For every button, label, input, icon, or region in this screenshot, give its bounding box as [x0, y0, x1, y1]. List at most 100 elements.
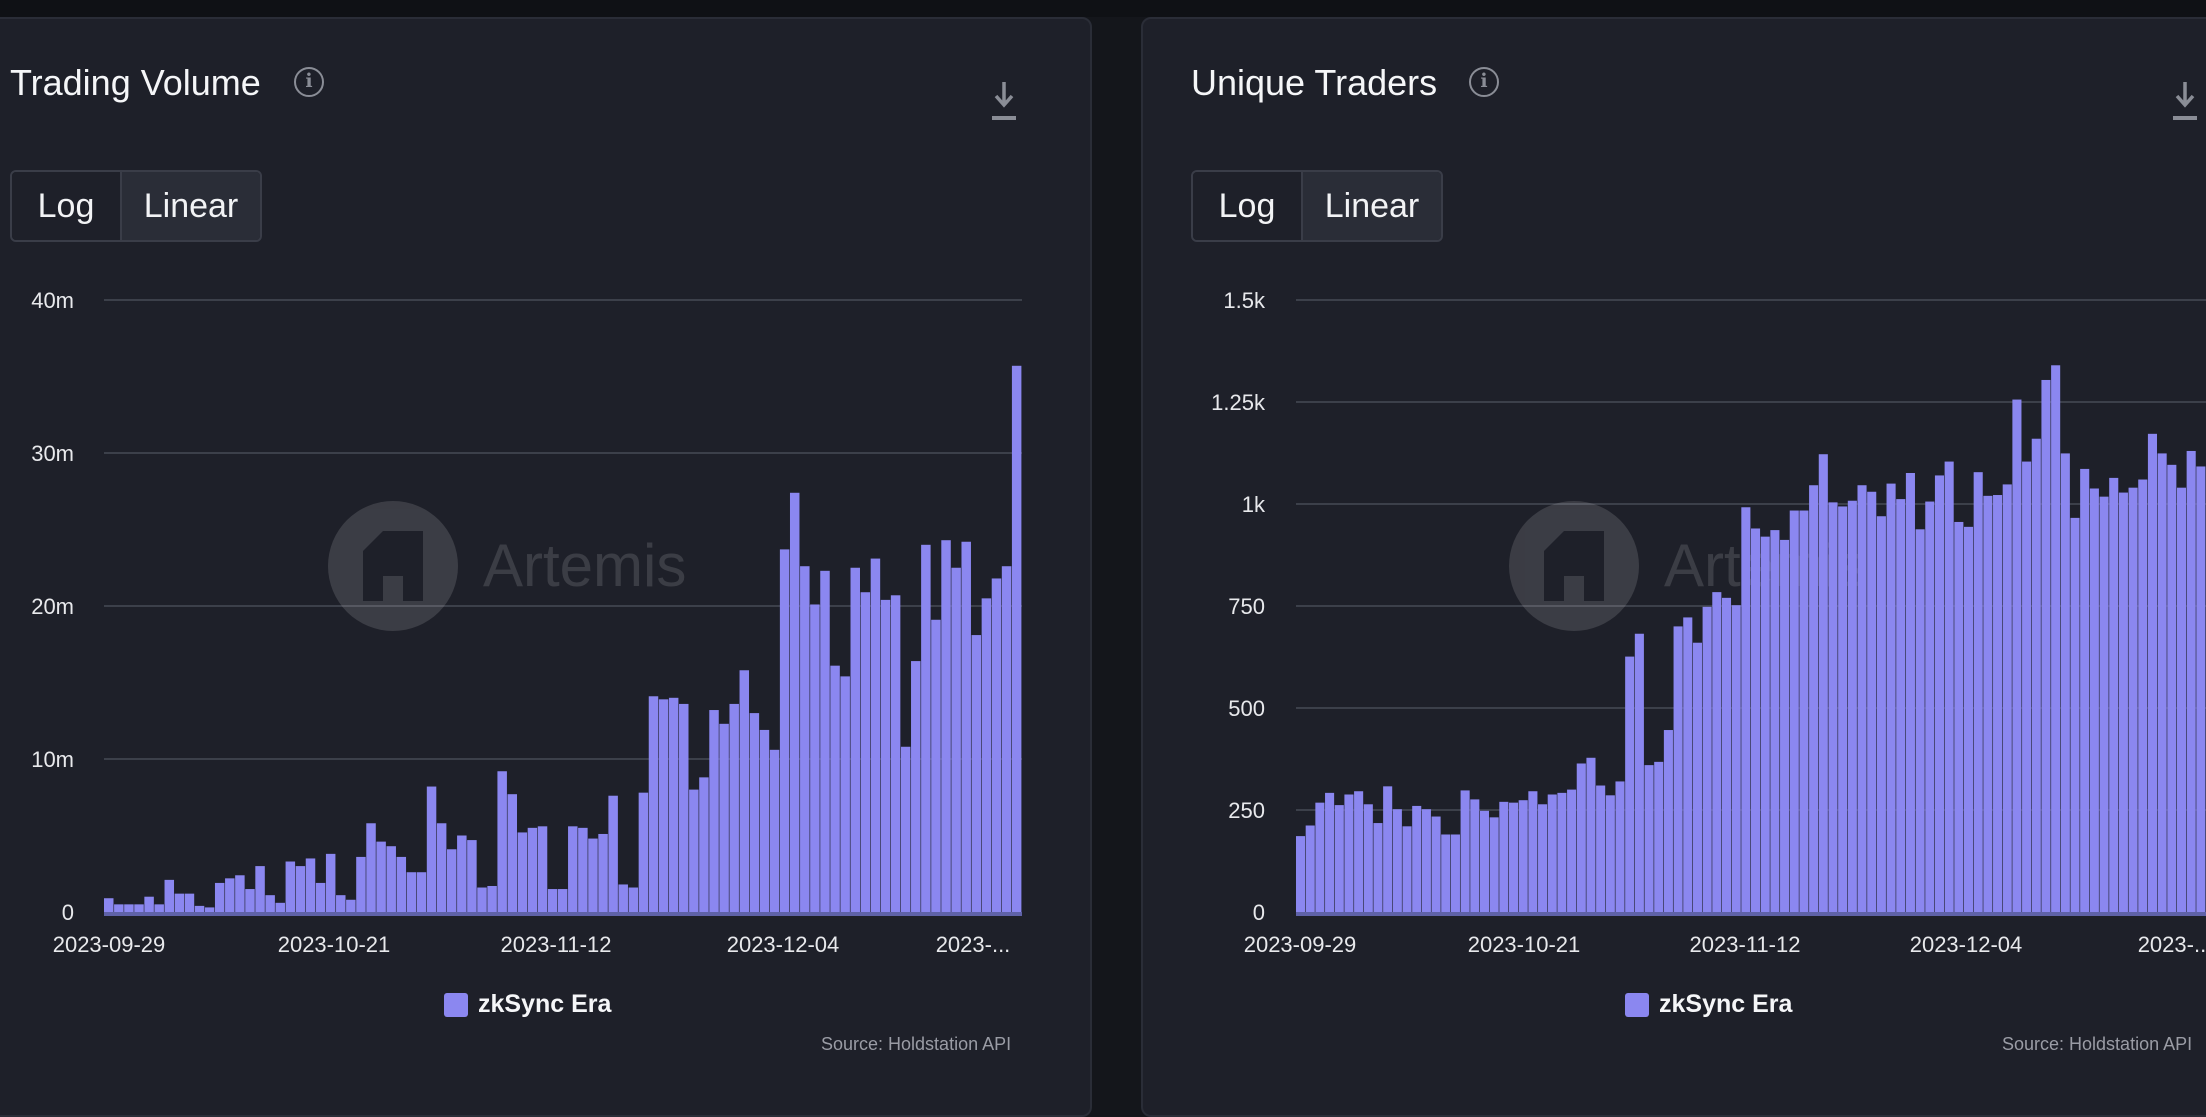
- y-tick-label: 0: [1253, 900, 1265, 925]
- log-scale-button[interactable]: Log: [1193, 172, 1301, 240]
- bar: [1963, 526, 1974, 912]
- source-note: Source: Holdstation API: [2002, 1034, 2193, 1054]
- bar: [860, 592, 871, 912]
- bar: [2099, 496, 2109, 912]
- bar: [880, 599, 891, 912]
- y-tick-label: 20m: [31, 594, 74, 619]
- bar: [2196, 466, 2206, 912]
- bar: [1567, 789, 1577, 912]
- bar: [1412, 805, 1422, 912]
- x-tick-label: 2023-...: [936, 932, 1011, 957]
- x-tick-label: 2023-10-21: [1468, 932, 1581, 957]
- bar: [1605, 795, 1615, 912]
- legend[interactable]: zkSync Era: [444, 990, 611, 1019]
- bar: [1615, 781, 1625, 912]
- bar: [2157, 453, 2167, 912]
- bar: [618, 884, 628, 912]
- bar: [104, 898, 114, 912]
- bar: [981, 598, 992, 912]
- bar: [426, 786, 437, 912]
- bar: [2022, 461, 2032, 912]
- bar: [598, 833, 608, 912]
- bar: [477, 887, 487, 912]
- bar: [1731, 605, 1741, 912]
- scale-toggle: Log Linear: [10, 170, 262, 242]
- bar: [265, 895, 275, 912]
- bar: [1489, 817, 1499, 912]
- bar: [1383, 786, 1393, 912]
- source-note: Source: Holdstation API: [821, 1034, 1012, 1054]
- bar: [2031, 438, 2041, 912]
- bar: [1431, 816, 1441, 912]
- bar: [911, 661, 921, 912]
- bar: [578, 827, 588, 912]
- watermark-text: Artemis: [483, 532, 686, 599]
- legend-swatch: [444, 992, 468, 1017]
- bar: [1354, 791, 1364, 912]
- bar: [1421, 809, 1431, 912]
- bar: [1721, 597, 1732, 912]
- bar: [568, 826, 578, 912]
- bar: [699, 777, 709, 912]
- y-tick-label: 1.5k: [1223, 288, 1266, 313]
- bar: [961, 541, 971, 912]
- bar: [406, 872, 417, 912]
- bar: [396, 856, 407, 912]
- bar: [2070, 517, 2080, 912]
- x-axis-baseline: [1296, 912, 2206, 916]
- bar: [386, 846, 396, 912]
- bar: [204, 907, 215, 912]
- y-tick-label: 1.25k: [1211, 390, 1266, 415]
- bar: [2012, 399, 2022, 912]
- x-tick-label: 2023-11-12: [1690, 932, 1801, 957]
- bar: [184, 893, 195, 912]
- unique-traders-chart: 02505007501k1.25k1.5kArtemis2023-09-2920…: [1211, 288, 2206, 957]
- bar: [295, 866, 306, 912]
- bar: [275, 902, 285, 912]
- legend[interactable]: zkSync Era: [1625, 990, 1792, 1019]
- bar: [214, 882, 225, 912]
- legend-label: zkSync Era: [478, 990, 612, 1018]
- bar: [1373, 823, 1383, 912]
- legend-swatch: [1625, 992, 1649, 1017]
- bar: [124, 904, 134, 912]
- bar: [1857, 485, 1867, 912]
- info-icon[interactable]: i: [294, 67, 324, 97]
- watermark-logo-mark: [363, 531, 423, 601]
- bar: [2080, 468, 2090, 912]
- bar: [1402, 826, 1412, 912]
- bar: [689, 789, 699, 912]
- bar: [1683, 617, 1693, 912]
- bar: [810, 604, 820, 912]
- bar: [1654, 761, 1664, 912]
- linear-scale-button[interactable]: Linear: [1301, 172, 1441, 240]
- bar: [1450, 834, 1460, 912]
- bar: [2051, 365, 2061, 912]
- bar: [1925, 501, 1935, 912]
- download-icon[interactable]: [2170, 80, 2200, 122]
- legend-label: zkSync Era: [1659, 990, 1793, 1018]
- x-tick-label: 2023-12-04: [727, 932, 840, 957]
- bar: [144, 896, 154, 912]
- bar: [2186, 450, 2196, 912]
- x-tick-label: 2023-11-12: [501, 932, 612, 957]
- bar: [1973, 472, 1983, 912]
- bar: [1915, 529, 1925, 912]
- bar: [890, 595, 901, 912]
- download-icon[interactable]: [989, 80, 1019, 122]
- bar: [346, 899, 356, 912]
- bar: [679, 703, 689, 912]
- bar: [1760, 536, 1770, 912]
- bar: [1934, 475, 1945, 912]
- bar: [638, 792, 649, 912]
- bar: [1499, 801, 1509, 912]
- bar: [991, 578, 1002, 912]
- info-icon[interactable]: i: [1469, 67, 1499, 97]
- log-scale-button[interactable]: Log: [12, 172, 120, 240]
- linear-scale-button[interactable]: Linear: [120, 172, 260, 240]
- bar: [1886, 483, 1896, 912]
- x-tick-label: 2023-10-21: [278, 932, 391, 957]
- bar: [1325, 792, 1335, 912]
- bar: [779, 549, 790, 912]
- bar: [588, 838, 598, 912]
